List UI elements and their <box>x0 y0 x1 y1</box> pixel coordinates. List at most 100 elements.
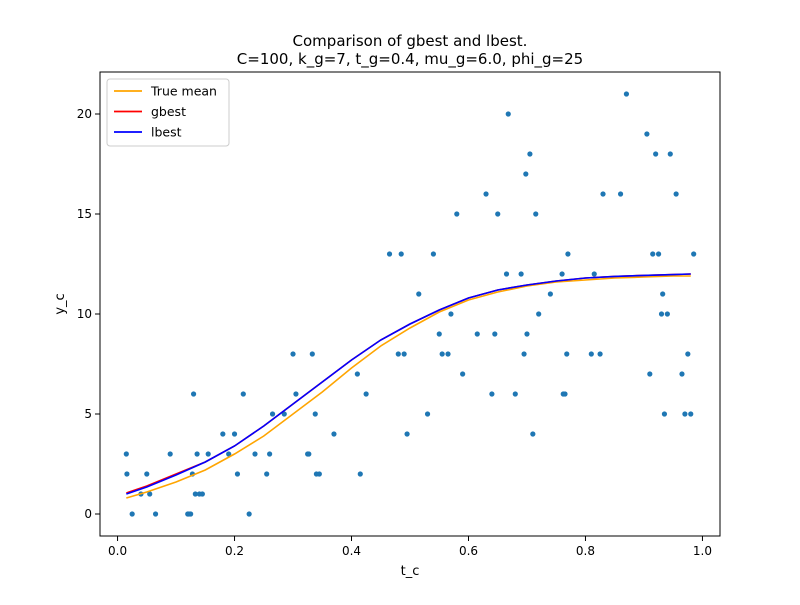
data-point <box>436 331 442 337</box>
y-tick-label: 20 <box>77 107 92 121</box>
data-point <box>523 171 529 177</box>
data-point <box>269 411 276 417</box>
data-point <box>354 371 360 377</box>
data-point <box>495 211 501 217</box>
data-point <box>527 151 533 157</box>
y-tick-label: 10 <box>77 307 92 321</box>
data-point <box>533 211 539 217</box>
legend-label: gbest <box>151 104 186 119</box>
data-point <box>309 351 315 357</box>
data-point <box>123 451 129 457</box>
data-point <box>144 471 150 477</box>
data-point <box>655 251 662 257</box>
data-point <box>194 451 200 457</box>
data-point <box>281 411 287 417</box>
data-point <box>448 311 454 317</box>
data-point <box>623 91 630 97</box>
axes-frame <box>99 71 721 537</box>
data-point <box>398 251 404 257</box>
data-point <box>124 471 130 477</box>
data-point <box>331 431 337 437</box>
data-point <box>547 291 553 297</box>
data-point <box>167 451 173 457</box>
data-point <box>588 351 594 357</box>
data-point <box>653 151 659 157</box>
data-point <box>565 251 571 257</box>
data-point <box>688 411 694 417</box>
data-point <box>503 271 510 277</box>
data-point <box>518 271 524 277</box>
data-point <box>647 371 653 377</box>
data-point <box>661 411 668 417</box>
x-tick-label: 0.8 <box>576 544 595 558</box>
x-axis-label: t_c <box>401 564 420 579</box>
chart-title: Comparison of gbest and lbest. <box>293 32 528 50</box>
data-point <box>489 391 495 397</box>
data-point <box>205 451 211 457</box>
data-point <box>505 111 511 117</box>
data-point <box>454 211 460 217</box>
data-point <box>483 191 489 197</box>
data-point <box>416 291 422 297</box>
x-tick-label: 0.2 <box>225 544 244 558</box>
data-point <box>430 251 436 257</box>
data-point <box>240 391 246 397</box>
data-point <box>401 351 407 357</box>
data-point <box>679 371 685 377</box>
data-point <box>439 351 445 357</box>
data-point <box>363 391 369 397</box>
legend-box <box>106 78 230 147</box>
data-point <box>667 151 673 157</box>
data-point <box>685 351 691 357</box>
legend-label: lbest <box>151 125 182 140</box>
y-axis-label: y_c <box>53 293 68 314</box>
data-point <box>658 311 665 317</box>
data-point <box>267 451 273 457</box>
x-tick-label: 0.4 <box>342 544 361 558</box>
data-point <box>357 471 363 477</box>
x-tick-label: 0.0 <box>108 544 127 558</box>
data-point <box>521 351 527 357</box>
data-point <box>404 431 410 437</box>
legend-entries: True mean gbest lbest <box>114 84 217 140</box>
data-point <box>564 351 570 357</box>
data-point <box>536 311 542 317</box>
plot-area <box>123 91 697 517</box>
data-point <box>264 471 270 477</box>
data-point <box>306 451 312 457</box>
data-point <box>617 191 624 197</box>
x-tick-label: 1.0 <box>693 544 712 558</box>
data-point <box>524 331 530 337</box>
data-point <box>530 431 536 437</box>
y-tick-label: 5 <box>84 407 92 421</box>
data-point <box>650 251 656 257</box>
data-point <box>129 511 135 517</box>
data-point <box>445 351 451 357</box>
data-point <box>682 411 688 417</box>
data-point <box>234 471 241 477</box>
legend: True mean gbest lbest <box>106 78 230 147</box>
x-tick-label: 0.6 <box>459 544 478 558</box>
lbest-line <box>126 273 691 495</box>
y-axis: 0 5 10 15 20 <box>77 107 100 521</box>
data-point <box>220 431 226 437</box>
data-point <box>316 471 322 477</box>
data-point <box>395 351 401 357</box>
data-point <box>591 271 597 277</box>
data-point <box>691 251 697 257</box>
chart-subtitle: C=100, k_g=7, t_g=0.4, mu_g=6.0, phi_g=2… <box>237 50 583 69</box>
data-point <box>312 411 318 417</box>
data-point <box>424 411 431 417</box>
data-point <box>673 191 679 197</box>
x-axis: 0.0 0.2 0.4 0.6 0.8 1.0 <box>108 536 712 558</box>
data-point <box>559 271 565 277</box>
data-point <box>231 431 238 437</box>
data-point <box>512 391 518 397</box>
data-point <box>644 131 650 137</box>
data-point <box>386 251 393 257</box>
data-point <box>664 311 670 317</box>
data-point <box>246 511 252 517</box>
data-point <box>226 451 232 457</box>
data-point <box>199 491 205 497</box>
